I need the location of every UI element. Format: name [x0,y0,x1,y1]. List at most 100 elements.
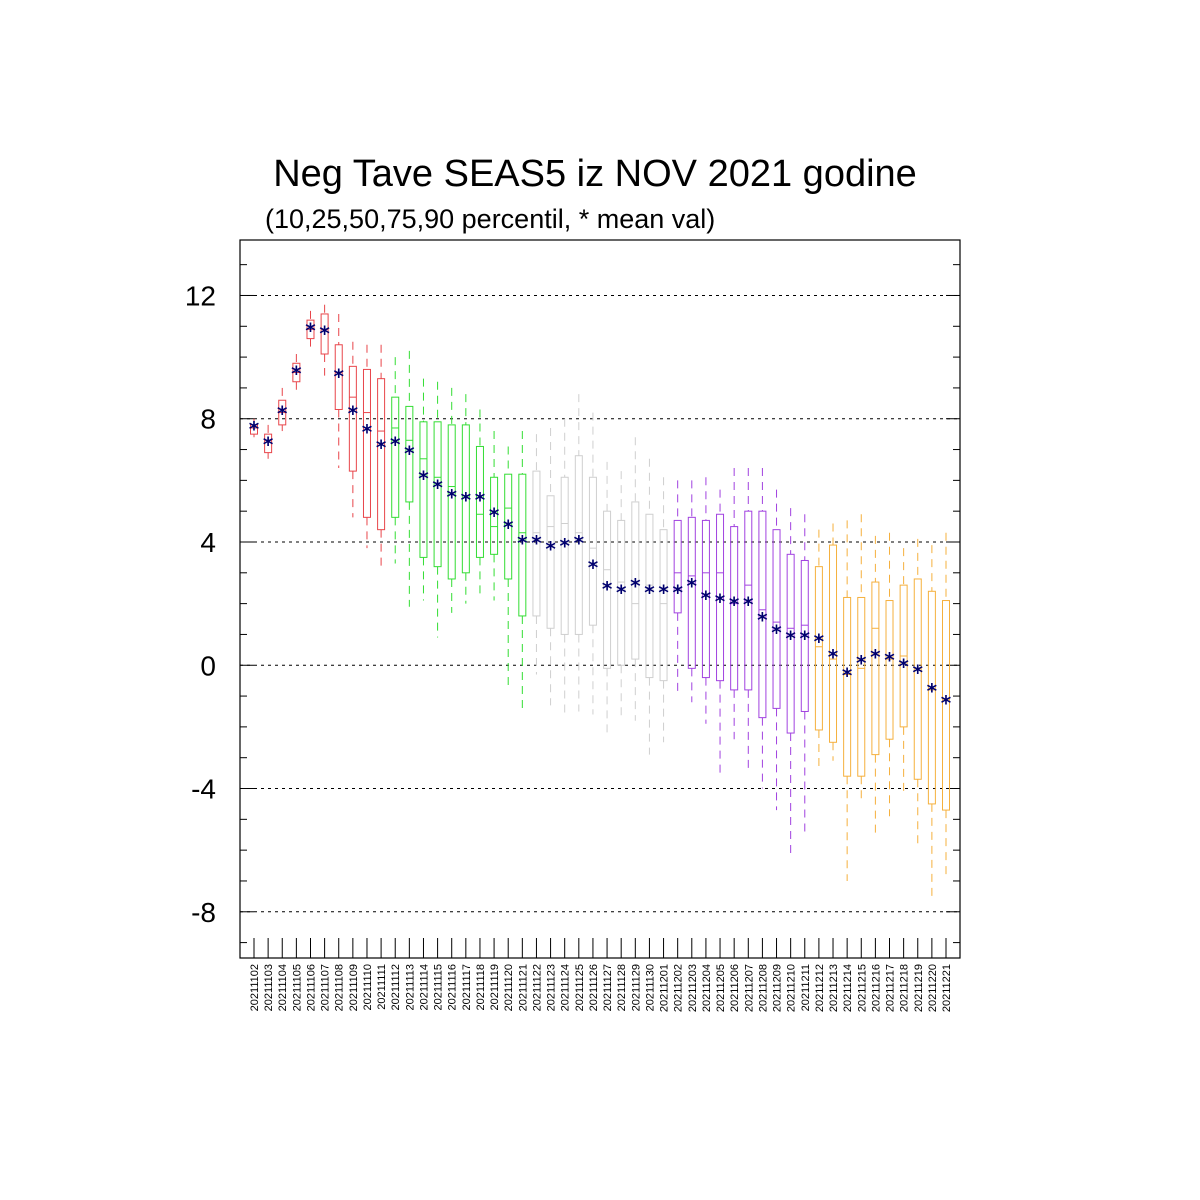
mean-marker: * [687,574,698,598]
mean-marker: * [390,432,401,456]
grid-lines [240,294,960,913]
mean-marker: * [277,402,288,426]
mean-marker: * [771,620,782,644]
y-tick-label: -8 [191,897,216,928]
x-tick-label: 20211126 [588,964,600,1011]
x-tick-labels: 20211102 20211103 20211104 20211105 20211106… [249,964,953,1012]
box-iqr [334,344,343,410]
mean-marker: * [715,590,726,614]
box-iqr [518,473,527,617]
x-tick-label: 20211109 [348,964,360,1011]
box-iqr [461,424,470,574]
box-iqr [490,476,499,555]
x-tick-label: 20211104 [277,964,289,1011]
mean-marker: * [701,586,712,610]
box-plots: ***** ***** * ** * * * **** * * * *** * * * * * ** * * *** * *… [249,304,952,900]
x-tick-label: 20211105 [291,964,303,1011]
mean-marker: * [814,630,825,654]
box-iqr [772,529,781,709]
box-iqr [687,516,696,669]
box-iqr [730,526,739,691]
box-iqr [843,596,852,777]
box-iqr [447,424,456,580]
box-iqr [758,510,767,719]
box-iqr [659,529,668,682]
mean-marker: * [404,442,415,466]
chart-title: Neg Tave SEAS5 iz NOV 2021 godine [273,153,917,195]
x-tick-label: 20211207 [743,964,755,1012]
box-iqr [546,495,555,629]
x-tick-label: 20211204 [701,964,713,1012]
mean-marker: * [842,663,853,687]
box-iqr [588,476,597,626]
box-iqr [927,590,936,805]
mean-marker: * [263,432,274,456]
mean-marker: * [927,679,938,703]
box-iqr [645,513,654,679]
mean-marker: * [630,574,641,598]
box-iqr [391,396,400,518]
box-iqr [433,421,442,568]
x-tick-label: 20211107 [320,964,332,1011]
x-tick-label: 20211206 [729,964,741,1012]
mean-marker: * [475,488,486,512]
box-iqr [377,378,386,531]
x-tick-label: 20211114 [418,964,430,1011]
box-iqr [701,519,710,679]
x-tick-label: 20211219 [913,964,925,1012]
x-tick-label: 20211121 [517,964,529,1011]
y-tick-label: 12 [185,280,216,311]
x-tick-label: 20211130 [644,964,656,1011]
x-tick-label: 20211205 [715,964,727,1012]
box-iqr [504,473,513,580]
x-tick-label: 20211102 [249,964,261,1011]
x-tick-label: 20211122 [531,964,543,1011]
mean-marker: * [828,645,839,669]
mean-marker: * [757,608,768,632]
mean-marker: * [362,420,373,444]
mean-marker: * [531,531,542,555]
box-iqr [532,470,541,617]
x-tick-label: 20211214 [842,964,854,1012]
x-tick-label: 20211217 [885,964,897,1012]
x-tick-label: 20211203 [687,964,699,1012]
box-iqr [885,600,894,740]
x-tick-label: 20211127 [602,964,614,1011]
x-tick-label: 20211125 [574,964,586,1011]
y-axis: 12 8 4 0 -4 -8 [185,264,960,958]
x-tick-label: 20211111 [376,964,388,1010]
x-tick-label: 20211124 [560,964,572,1011]
mean-marker: * [249,417,260,441]
mean-marker: * [432,476,443,500]
mean-marker: * [743,593,754,617]
x-tick-label: 20211108 [334,964,346,1011]
x-tick-label: 20211103 [263,964,275,1011]
mean-marker: * [672,580,683,604]
x-tick-label: 20211106 [305,964,317,1011]
x-tick-label: 20211110 [362,964,374,1011]
box-iqr [362,368,371,518]
box-iqr [603,510,612,669]
mean-marker: * [800,627,811,651]
box-iqr [814,566,823,731]
mean-marker: * [616,580,627,604]
box-iqr [786,553,795,734]
plot-frame [239,239,961,959]
box-iqr [560,476,569,635]
mean-marker: * [870,645,881,669]
x-tick-label: 20211128 [616,964,628,1011]
y-tick-label: -4 [191,774,216,805]
box-iqr [857,596,866,777]
mean-marker: * [785,627,796,651]
y-tick-label: 4 [200,527,216,558]
box-iqr [320,313,329,355]
x-tick-label: 20211120 [503,964,515,1011]
mean-marker: * [658,580,669,604]
mean-marker: * [446,485,457,509]
x-tick-label: 20211218 [899,964,911,1012]
x-tick-label: 20211220 [927,964,939,1012]
box-iqr [631,501,640,660]
mean-marker: * [559,534,570,558]
x-tick-label: 20211211 [800,964,812,1011]
y-tick-label: 0 [200,650,216,681]
